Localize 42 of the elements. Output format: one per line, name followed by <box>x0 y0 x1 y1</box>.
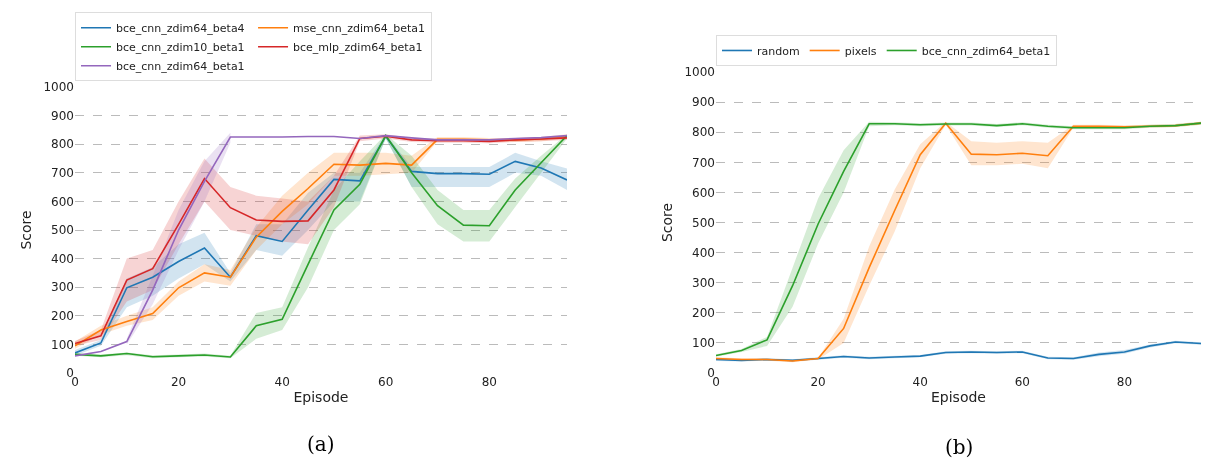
x-axis-title: Episode <box>931 389 986 406</box>
y-tick-label: 200 <box>692 306 715 320</box>
legend-label: bce_cnn_zdim64_beta1 <box>921 44 1051 58</box>
legend-label: bce_cnn_zdim64_beta1 <box>116 60 245 74</box>
y-tick-label: 500 <box>51 223 74 238</box>
y-axis-title: Score <box>18 210 35 250</box>
legend-label: random <box>757 44 800 58</box>
x-axis-title: Episode <box>293 389 349 406</box>
legend-label: bce_cnn_zdim10_beta1 <box>116 41 245 55</box>
y-tick-label: 600 <box>692 185 715 200</box>
text: (a) <box>307 432 335 456</box>
x-tick-label: 40 <box>274 375 290 389</box>
y-tick-label: 800 <box>692 125 715 140</box>
x-tick-label: 20 <box>170 375 187 389</box>
y-tick-label: 100 <box>51 337 74 352</box>
y-tick-label: 100 <box>692 336 715 351</box>
legend-label: bce_mlp_zdim64_beta1 <box>293 41 423 55</box>
x-tick-label: 40 <box>912 375 928 389</box>
x-tick-label: 60 <box>378 375 394 389</box>
y-tick-label: 1000 <box>684 65 715 80</box>
x-tick-label: 60 <box>1014 375 1030 389</box>
x-tick-label: 80 <box>1116 375 1133 389</box>
y-tick-label: 300 <box>692 275 715 290</box>
y-tick-label: 500 <box>692 215 715 230</box>
y-tick-label: 700 <box>51 166 74 180</box>
y-tick-label: 300 <box>51 280 74 295</box>
y-tick-label: 700 <box>692 155 715 170</box>
x-tick-label: 80 <box>481 375 497 389</box>
y-tick-label: 900 <box>51 108 74 123</box>
y-axis-title: Score <box>659 202 676 243</box>
legend-label: bce_cnn_zdim64_beta4 <box>116 22 245 36</box>
x-tick-label: 20 <box>810 375 826 389</box>
y-tick-label: 1000 <box>43 80 74 95</box>
y-tick-label: 900 <box>692 95 715 110</box>
y-tick-label: 600 <box>51 194 74 209</box>
legend-label: mse_cnn_zdim64_beta1 <box>293 22 426 36</box>
y-tick-label: 400 <box>692 245 715 260</box>
legend-label: pixels <box>844 44 877 58</box>
y-tick-label: 400 <box>51 251 74 266</box>
y-tick-label: 800 <box>51 137 74 152</box>
text: (b) <box>945 435 974 459</box>
y-tick-label: 200 <box>51 309 74 323</box>
